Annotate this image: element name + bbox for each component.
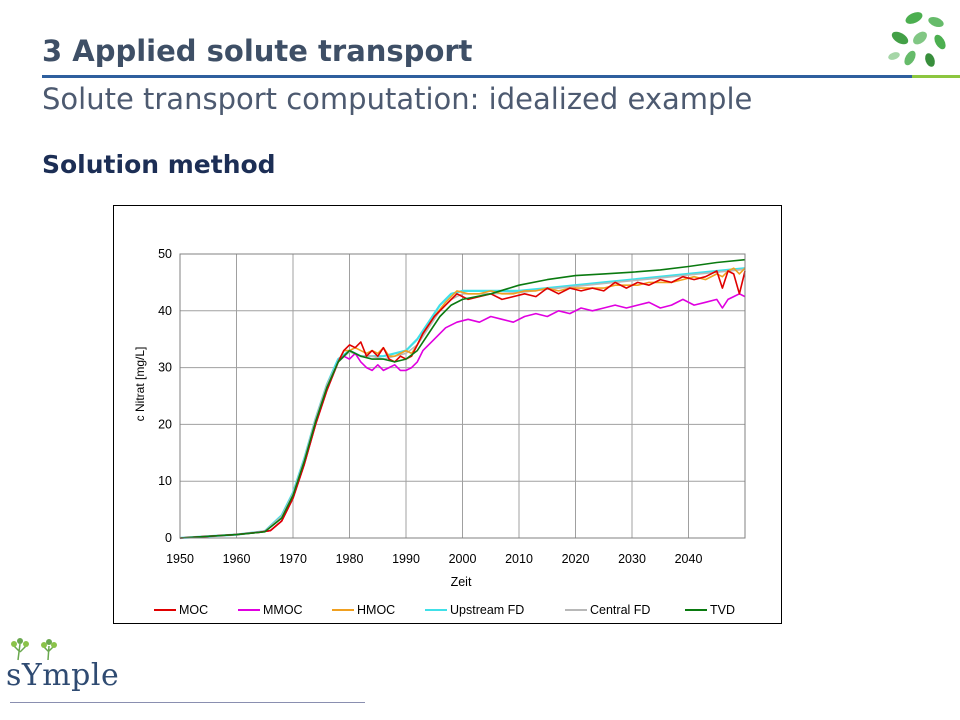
legend-item: Upstream FD	[425, 603, 524, 617]
title-rule-green	[912, 75, 960, 78]
chart-legend: MOC MMOC HMOC Upstream FD Central FD TVD	[154, 603, 735, 617]
brand-wordmark: sYmple	[6, 658, 120, 693]
y-tick-label: 0	[165, 531, 172, 545]
y-tick-label: 40	[158, 304, 172, 318]
x-tick-label: 1950	[166, 552, 194, 566]
legend-item: TVD	[685, 603, 735, 617]
y-axis-label: c Nitrat [mg/L]	[133, 347, 147, 422]
x-tick-label: 2040	[675, 552, 703, 566]
x-tick-label: 1990	[392, 552, 420, 566]
y-tick-label: 30	[158, 361, 172, 375]
legend-label: HMOC	[357, 603, 395, 617]
legend-item: MOC	[154, 603, 208, 617]
legend-label: TVD	[710, 603, 735, 617]
legend-label: Upstream FD	[450, 603, 524, 617]
legend-label: Central FD	[590, 603, 650, 617]
x-tick-label: 2020	[562, 552, 590, 566]
x-tick-label: 1980	[336, 552, 364, 566]
series-line-tvd	[179, 258, 746, 539]
legend-label: MMOC	[263, 603, 303, 617]
legend-item: Central FD	[565, 603, 650, 617]
x-tick-label: 1970	[279, 552, 307, 566]
x-tick-label: 1960	[223, 552, 251, 566]
chart-frame: 0 10 20 30 40 50 1950 1960 1970 1980 1990 2000 2010 2…	[113, 205, 782, 624]
x-axis-label: Zeit	[451, 575, 472, 589]
y-tick-label: 10	[158, 474, 172, 488]
footer-rule	[10, 702, 365, 703]
section-heading: Solution method	[42, 150, 276, 179]
legend-item: HMOC	[332, 603, 395, 617]
x-tick-label: 2030	[618, 552, 646, 566]
plot-area	[179, 253, 746, 539]
slide-title: 3 Applied solute transport	[42, 34, 473, 68]
legend-item: MMOC	[238, 603, 303, 617]
slide-subtitle: Solute transport computation: idealized …	[42, 82, 753, 116]
leaves-logo-icon	[888, 12, 946, 67]
tree-logo-icon	[11, 638, 57, 661]
y-tick-label: 50	[158, 247, 172, 261]
title-rule-blue	[42, 75, 912, 78]
y-tick-label: 20	[158, 417, 172, 431]
x-tick-label: 2000	[449, 552, 477, 566]
legend-label: MOC	[179, 603, 208, 617]
x-tick-label: 2010	[505, 552, 533, 566]
